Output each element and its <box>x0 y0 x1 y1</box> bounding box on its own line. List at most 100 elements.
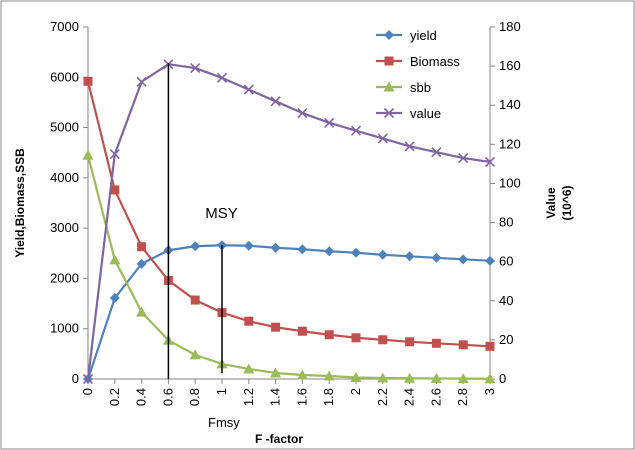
data-point <box>271 322 281 332</box>
y-right-tick-label: 80 <box>499 215 513 230</box>
annotation-msy: MSY <box>205 205 238 222</box>
y-left-tick-label: 1000 <box>50 321 79 336</box>
data-point <box>110 185 120 195</box>
data-point <box>297 326 307 336</box>
data-point <box>270 242 281 253</box>
data-point <box>457 373 469 384</box>
x-tick-label: 1.2 <box>241 388 256 406</box>
data-point <box>431 338 441 348</box>
x-tick-label: 1 <box>214 388 229 395</box>
y-axis-right-title-line: Value <box>544 187 558 219</box>
data-point <box>190 295 200 305</box>
data-point-stroke <box>431 147 442 158</box>
legend-label: Biomass <box>410 54 460 69</box>
data-point <box>190 63 201 74</box>
data-point <box>485 341 495 351</box>
legend-label: value <box>410 106 441 121</box>
data-point <box>404 372 416 383</box>
x-tick-label: 0.4 <box>134 388 149 406</box>
x-tick-label: 0.8 <box>187 388 202 406</box>
y-axis-left-title: Yield,Biomass,SSB <box>13 148 27 258</box>
data-point <box>296 369 308 380</box>
series-line <box>86 154 491 380</box>
data-point <box>377 133 388 144</box>
data-point-stroke <box>136 76 147 87</box>
data-point <box>351 333 361 343</box>
data-point-stroke <box>297 107 308 119</box>
x-tick-label: 2 <box>348 388 363 395</box>
x-tick-label: 1.4 <box>268 388 283 406</box>
data-point <box>189 349 201 360</box>
data-point-stroke <box>324 117 335 128</box>
y-right-tick-label: 140 <box>499 97 521 112</box>
data-point <box>350 371 362 382</box>
y-left-tick-label: 6000 <box>50 69 79 84</box>
data-point-stroke <box>350 125 362 136</box>
legend: yield Biomass sbb value <box>376 28 460 121</box>
data-point <box>83 76 93 86</box>
data-point-stroke <box>377 133 388 144</box>
data-point <box>384 30 394 40</box>
data-point <box>243 84 254 95</box>
data-point <box>297 244 308 255</box>
y-right-tick-label: 120 <box>499 136 521 151</box>
data-point <box>82 373 94 385</box>
x-tick-label: 3 <box>482 388 497 395</box>
data-point <box>137 242 147 252</box>
y-right-tick-label: 0 <box>499 371 506 386</box>
x-axis-title: F -factor <box>255 432 303 446</box>
legend-label: sbb <box>410 80 431 95</box>
data-point <box>484 373 496 384</box>
series-biomass <box>83 76 495 351</box>
annotation-fmsy: Fmsy <box>208 415 240 430</box>
data-point <box>324 117 335 128</box>
data-point-stroke <box>216 72 228 83</box>
data-point <box>243 240 254 251</box>
data-point <box>109 293 120 304</box>
data-point <box>351 247 361 258</box>
data-point <box>136 258 147 269</box>
legend-item-yield: yield <box>376 28 437 43</box>
x-tick-label: 2.6 <box>428 388 443 406</box>
x-tick-label: 0.6 <box>160 388 175 406</box>
legend-item-value: value <box>376 106 441 121</box>
data-point-stroke <box>383 107 395 119</box>
y-left-tick-label: 3000 <box>50 220 79 235</box>
data-point <box>270 96 281 107</box>
data-point-stroke <box>190 63 201 74</box>
data-point <box>324 330 334 340</box>
data-point <box>384 56 394 66</box>
series-line <box>86 63 491 380</box>
y-left-tick-label: 5000 <box>50 120 79 135</box>
data-point <box>405 337 415 347</box>
data-point-stroke <box>484 156 496 167</box>
axes: 0100020003000400050006000700002040608010… <box>50 19 521 406</box>
y-left-tick-label: 7000 <box>50 19 79 34</box>
data-point <box>109 254 121 265</box>
y-right-tick-label: 100 <box>499 175 521 190</box>
y-left-tick-label: 4000 <box>50 170 79 185</box>
x-tick-label: 0 <box>80 388 95 395</box>
y-right-tick-label: 180 <box>499 19 521 34</box>
y-axis-right-title: Value (10^6) <box>544 185 574 220</box>
y-right-tick-label: 60 <box>499 254 513 269</box>
data-point <box>431 147 442 158</box>
legend-item-biomass: Biomass <box>376 54 460 69</box>
y-left-tick-label: 0 <box>72 371 79 386</box>
data-point <box>404 251 415 262</box>
data-point <box>297 107 308 119</box>
data-point <box>136 306 148 317</box>
x-tick-label: 0.2 <box>107 388 122 406</box>
data-point <box>324 246 335 257</box>
data-point <box>377 372 389 383</box>
data-point <box>430 372 442 383</box>
y-right-tick-label: 20 <box>499 332 513 347</box>
series-line <box>86 81 491 348</box>
data-point <box>377 249 388 260</box>
data-point-stroke <box>404 141 415 152</box>
data-point <box>270 367 282 378</box>
data-point <box>216 72 228 83</box>
